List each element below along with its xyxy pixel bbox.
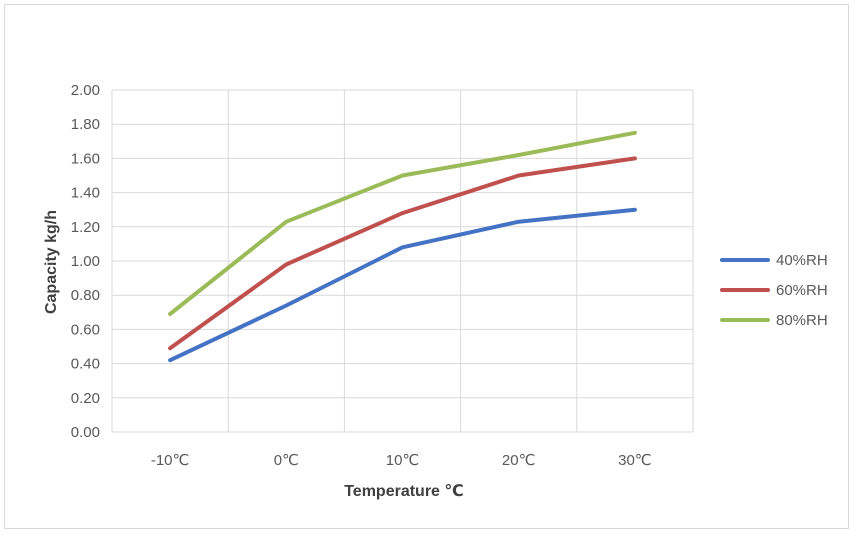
y-tick-label: 1.00 xyxy=(71,253,100,270)
y-tick-label: 0.00 xyxy=(71,424,100,441)
x-tick-label: 0℃ xyxy=(274,452,299,469)
legend-label: 60%RH xyxy=(776,282,828,299)
y-tick-label: 0.40 xyxy=(71,356,100,373)
chart-frame xyxy=(4,4,849,529)
legend-label: 80%RH xyxy=(776,312,828,329)
y-tick-labels: 0.00 0.20 0.40 0.60 0.80 1.00 1.20 1.40 1.60 1.80… xyxy=(71,82,100,441)
legend-label: 40%RH xyxy=(776,252,828,269)
grid-lines xyxy=(111,89,694,433)
series-line-60pct-rh xyxy=(168,156,637,351)
x-tick-label: -10℃ xyxy=(151,452,190,469)
legend: 40%RH 60%RH 80%RH xyxy=(720,252,828,329)
y-tick-label: 1.80 xyxy=(71,116,100,133)
y-tick-label: 1.20 xyxy=(71,219,100,236)
series-lines xyxy=(168,130,637,363)
x-tick-labels: -10℃ 0℃ 10℃ 20℃ 30℃ xyxy=(151,452,652,469)
y-tick-label: 0.20 xyxy=(71,390,100,407)
y-tick-label: 0.80 xyxy=(71,287,100,304)
y-tick-label: 1.60 xyxy=(71,150,100,167)
y-tick-label: 0.60 xyxy=(71,321,100,338)
series-line-40pct-rh xyxy=(168,207,637,363)
x-tick-label: 30℃ xyxy=(618,452,652,469)
series-line-80pct-rh xyxy=(168,130,637,316)
x-tick-label: 10℃ xyxy=(386,452,420,469)
x-axis-title: Temperature ℃ xyxy=(344,483,464,500)
x-tick-label: 20℃ xyxy=(502,452,536,469)
y-tick-label: 1.40 xyxy=(71,185,100,202)
y-axis-title: Capacity kg/h xyxy=(43,210,60,314)
y-tick-label: 2.00 xyxy=(71,82,100,99)
